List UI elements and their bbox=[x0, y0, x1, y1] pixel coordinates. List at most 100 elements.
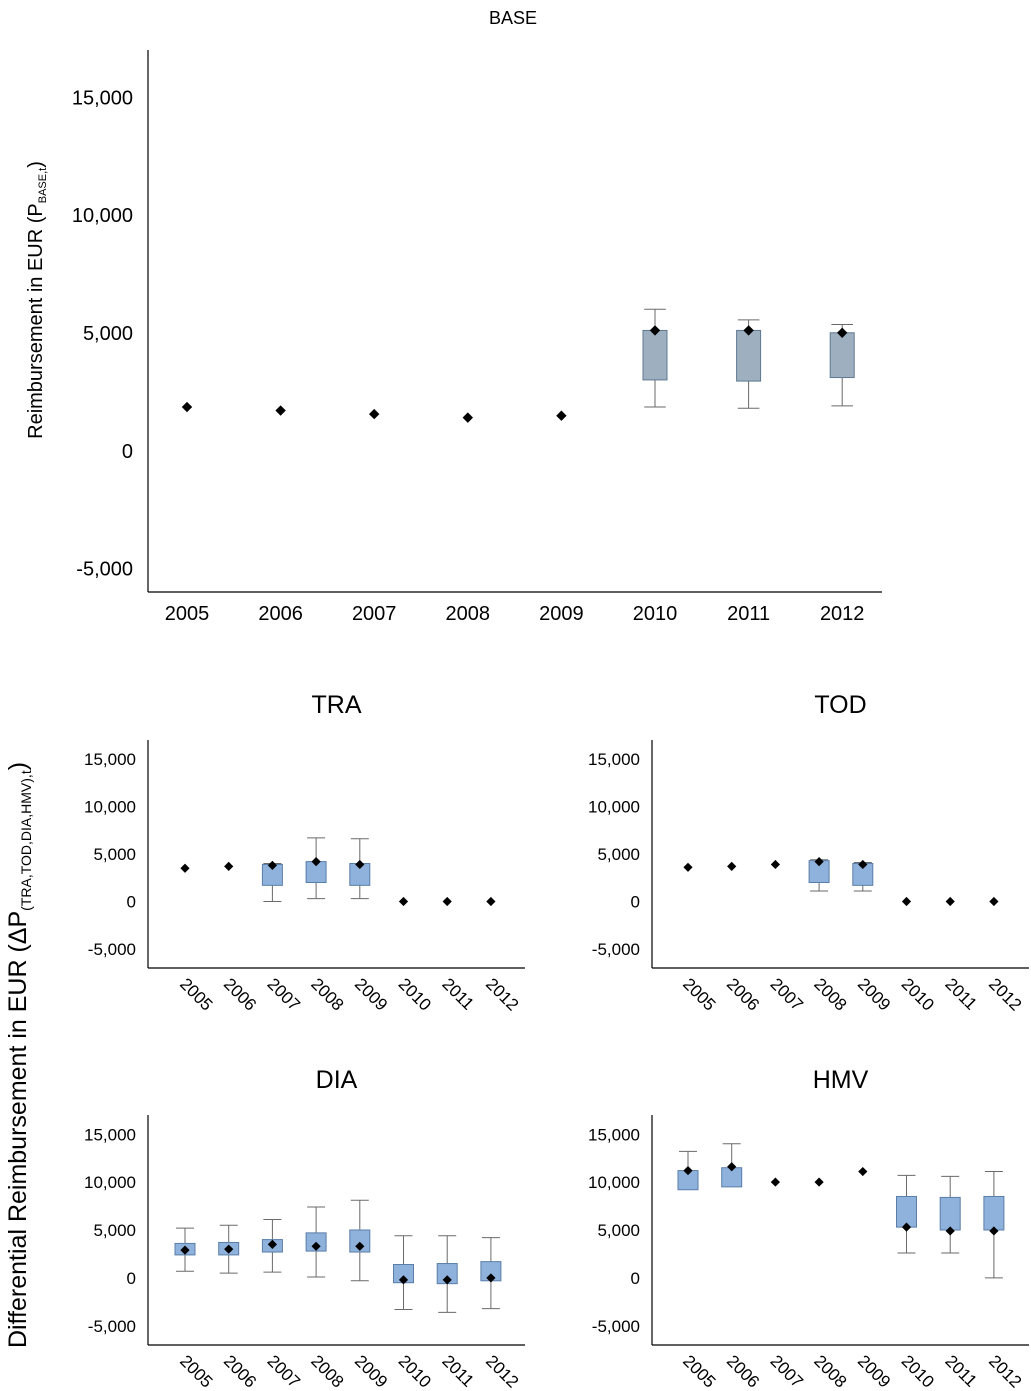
mean-marker bbox=[181, 401, 193, 413]
x-tick-label: 2005 bbox=[679, 974, 719, 1014]
x-tick-label: 2011 bbox=[727, 603, 770, 625]
y-tick-label: 5,000 bbox=[93, 845, 136, 864]
x-tick-label: 2006 bbox=[220, 974, 260, 1014]
y-tick-label: 0 bbox=[631, 1269, 640, 1288]
mean-marker bbox=[989, 896, 999, 907]
x-tick-label: 2009 bbox=[351, 1351, 391, 1391]
y-tick-label: -5,000 bbox=[592, 1317, 640, 1336]
x-tick-label: 2010 bbox=[395, 974, 435, 1014]
x-tick-label: 2006 bbox=[723, 1351, 763, 1391]
x-tick-label: 2005 bbox=[176, 1351, 216, 1391]
y-tick-label: 5,000 bbox=[93, 1221, 136, 1240]
mean-marker bbox=[814, 857, 824, 867]
mean-marker bbox=[224, 1244, 234, 1254]
x-tick-label: 2007 bbox=[352, 603, 397, 625]
x-tick-label: 2010 bbox=[898, 974, 938, 1014]
panel-title: TRA bbox=[312, 691, 362, 719]
x-tick-label: 2011 bbox=[941, 1351, 980, 1390]
x-tick-label: 2008 bbox=[307, 974, 347, 1014]
box bbox=[939, 1196, 961, 1231]
mean-marker bbox=[442, 896, 452, 907]
mean-marker bbox=[462, 412, 473, 423]
base-ylabel-main: Reimbursement in EUR (P bbox=[25, 203, 47, 439]
x-tick-label: 2009 bbox=[854, 974, 894, 1014]
x-tick-label: 2011 bbox=[941, 974, 980, 1013]
mean-marker bbox=[770, 859, 780, 870]
mean-marker bbox=[224, 861, 234, 871]
x-tick-label: 2008 bbox=[307, 1351, 347, 1391]
y-tick-label: 0 bbox=[631, 893, 640, 912]
x-tick-label: 2011 bbox=[438, 974, 477, 1013]
x-tick-label: 2007 bbox=[767, 974, 807, 1014]
box bbox=[736, 329, 762, 382]
mean-marker bbox=[858, 859, 868, 870]
box bbox=[642, 329, 668, 381]
mean-marker bbox=[858, 1166, 868, 1177]
x-tick-label: 2008 bbox=[446, 603, 491, 625]
y-tick-label: 0 bbox=[127, 893, 136, 912]
y-tick-label: 15,000 bbox=[84, 750, 136, 769]
x-tick-label: 2010 bbox=[633, 603, 678, 625]
diff-ylabel-sub: (TRA,TOD,DIA,HMV),t bbox=[18, 770, 34, 911]
mean-marker bbox=[837, 327, 848, 338]
mean-marker bbox=[355, 859, 365, 870]
mean-marker bbox=[486, 1273, 496, 1283]
x-tick-label: 2005 bbox=[165, 603, 210, 625]
mean-marker bbox=[727, 861, 737, 871]
y-tick-label: 10,000 bbox=[588, 798, 640, 817]
x-tick-label: 2012 bbox=[985, 1351, 1025, 1391]
x-tick-label: 2010 bbox=[395, 1351, 435, 1391]
mean-marker bbox=[398, 896, 409, 907]
mean-marker bbox=[770, 1177, 780, 1187]
diff-ylabel-main: Differential Reimbursement in EUR (ΔP bbox=[4, 911, 32, 1348]
x-tick-label: 2011 bbox=[438, 1351, 477, 1390]
mean-marker bbox=[727, 1162, 737, 1172]
panel-title: TOD bbox=[814, 691, 866, 719]
y-tick-label: 5,000 bbox=[83, 323, 133, 345]
x-tick-label: 2006 bbox=[220, 1351, 260, 1391]
y-tick-label: 10,000 bbox=[72, 205, 133, 227]
panel-title: HMV bbox=[813, 1066, 869, 1094]
y-tick-label: 15,000 bbox=[588, 750, 640, 769]
mean-marker bbox=[275, 405, 286, 416]
y-tick-label: -5,000 bbox=[88, 940, 136, 959]
x-tick-label: 2005 bbox=[679, 1351, 719, 1391]
y-tick-label: 10,000 bbox=[84, 798, 136, 817]
mean-marker bbox=[267, 1239, 277, 1249]
y-tick-label: 0 bbox=[127, 1269, 136, 1288]
y-tick-label: 5,000 bbox=[597, 1221, 640, 1240]
x-tick-label: 2012 bbox=[482, 974, 522, 1014]
x-tick-label: 2008 bbox=[810, 974, 850, 1014]
mean-marker bbox=[355, 1241, 365, 1251]
x-tick-label: 2005 bbox=[176, 974, 216, 1014]
panel-title: BASE bbox=[489, 8, 537, 28]
x-tick-label: 2009 bbox=[539, 603, 584, 625]
y-tick-label: -5,000 bbox=[88, 1317, 136, 1336]
y-tick-label: 15,000 bbox=[72, 87, 133, 109]
mean-marker bbox=[683, 1165, 693, 1176]
mean-marker bbox=[180, 863, 190, 873]
x-tick-label: 2008 bbox=[810, 1351, 850, 1391]
box bbox=[983, 1195, 1005, 1231]
y-tick-label: -5,000 bbox=[76, 559, 133, 581]
base-ylabel-end: ) bbox=[25, 161, 47, 168]
x-tick-label: 2012 bbox=[482, 1351, 522, 1391]
y-tick-label: 5,000 bbox=[597, 845, 640, 864]
mean-marker bbox=[442, 1275, 452, 1285]
y-tick-label: -5,000 bbox=[592, 940, 640, 959]
x-tick-label: 2006 bbox=[258, 603, 303, 625]
mean-marker bbox=[369, 408, 380, 420]
mean-marker bbox=[180, 1245, 190, 1255]
base-ylabel: Reimbursement in EUR (PBASE,t) bbox=[25, 161, 49, 439]
x-tick-label: 2006 bbox=[723, 974, 763, 1014]
diff-ylabel: Differential Reimbursement in EUR (ΔP(TR… bbox=[4, 762, 34, 1348]
y-tick-label: 10,000 bbox=[84, 1173, 136, 1192]
mean-marker bbox=[945, 1226, 955, 1236]
x-tick-label: 2007 bbox=[264, 1351, 304, 1391]
